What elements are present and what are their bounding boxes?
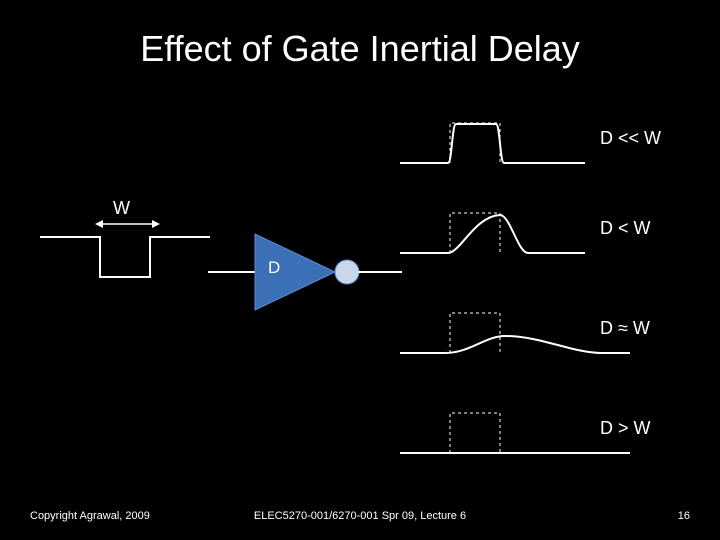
wire-out — [358, 270, 402, 274]
case4-label: D > W — [600, 418, 651, 439]
output-waveform-1 — [400, 118, 600, 173]
output-waveform-4 — [400, 408, 630, 463]
footer-page-number: 16 — [678, 510, 690, 522]
input-pulse-waveform — [40, 232, 210, 287]
output-waveform-3 — [400, 308, 630, 363]
case2-label: D < W — [600, 218, 651, 239]
d-label: D — [268, 258, 280, 278]
w-label: W — [113, 198, 130, 219]
output-waveform-2 — [400, 208, 600, 263]
case1-label: D << W — [600, 128, 661, 149]
w-arrow — [95, 218, 160, 230]
footer-lecture: ELEC5270-001/6270-001 Spr 09, Lecture 6 — [0, 510, 720, 522]
slide-title: Effect of Gate Inertial Delay — [0, 28, 720, 70]
case3-label: D ≈ W — [600, 318, 650, 339]
